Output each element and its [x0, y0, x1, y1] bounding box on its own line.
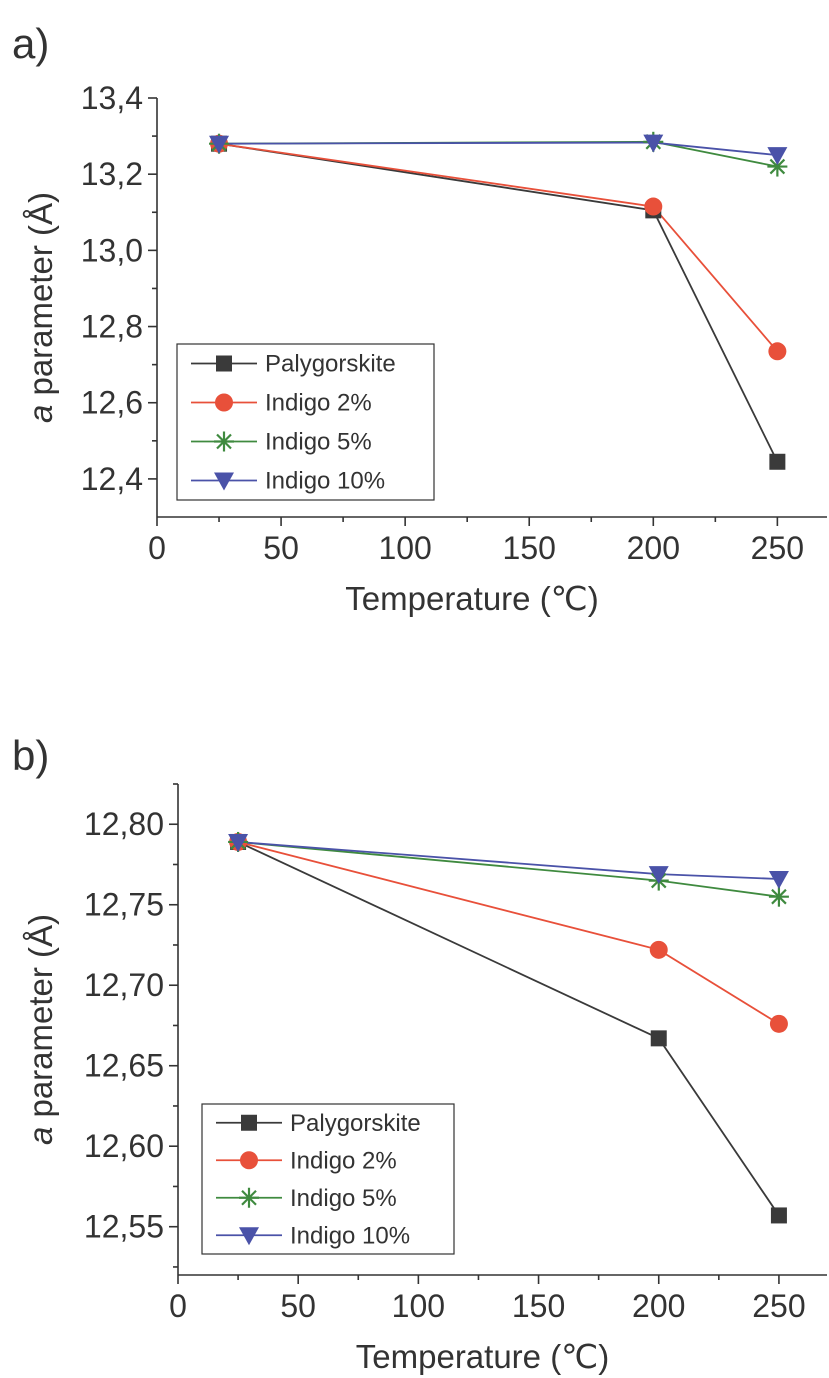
y-tick-label: 13,0 — [81, 232, 143, 268]
x-axis-title: Temperature (℃) — [356, 1338, 609, 1375]
legend-marker-asterisk — [239, 1187, 259, 1208]
data-point-square — [769, 453, 786, 470]
legend-label: Indigo 2% — [290, 1147, 397, 1174]
legend-label: Indigo 10% — [265, 468, 385, 495]
series-line-3 — [238, 841, 779, 880]
legend-marker-circle — [215, 393, 233, 412]
legend: Palygorskite Indigo 2% Indigo 5% Indigo 10% — [176, 343, 435, 501]
y-tick-label: 12,55 — [84, 1209, 164, 1245]
panel-label-b: b) — [12, 732, 49, 779]
y-tick-label: 12,60 — [84, 1128, 164, 1164]
panel-label-a: a) — [12, 20, 49, 67]
data-point-triangle-down — [768, 870, 789, 889]
y-tick-label: 12,4 — [81, 461, 143, 497]
series-line-2 — [238, 841, 780, 898]
legend-marker-triangle-down — [239, 1227, 259, 1246]
y-tick-label: 13,2 — [81, 156, 143, 192]
legend-label: Indigo 5% — [265, 429, 372, 456]
x-tick-label: 50 — [263, 530, 299, 566]
y-tick-label: 13,4 — [81, 80, 143, 116]
y-tick-label: 12,70 — [84, 967, 164, 1003]
data-point-square — [650, 1030, 667, 1047]
y-axis-title: a parameter (Å) — [22, 192, 59, 423]
data-point-triangle-down — [648, 866, 669, 885]
data-point-asterisk — [768, 886, 789, 907]
data-point-triangle-down — [643, 134, 664, 153]
x-tick-label: 0 — [169, 1288, 187, 1324]
legend-label: Indigo 5% — [290, 1185, 397, 1212]
y-axis-title-rest: parameter (Å) — [22, 192, 59, 405]
x-tick-label: 200 — [632, 1288, 685, 1324]
data-point-circle — [644, 197, 663, 216]
legend-label: Indigo 2% — [265, 390, 372, 417]
y-axis-title-italic: a — [22, 1127, 59, 1145]
legend-marker-circle — [240, 1151, 258, 1170]
series-line-2 — [219, 140, 778, 168]
x-tick-label: 150 — [503, 530, 556, 566]
x-tick-label: 200 — [627, 530, 680, 566]
data-point-square — [770, 1207, 787, 1224]
y-tick-label: 12,80 — [84, 806, 164, 842]
legend-marker-square — [216, 355, 232, 372]
x-tick-label: 50 — [280, 1288, 316, 1324]
x-axis-title: Temperature (℃) — [345, 580, 598, 617]
series-line-1 — [218, 142, 779, 352]
data-point-triangle-down — [767, 147, 788, 166]
x-tick-label: 250 — [752, 1288, 805, 1324]
data-point-triangle-down — [209, 135, 230, 154]
legend-label: Palygorskite — [290, 1110, 421, 1137]
legend-label: Indigo 10% — [290, 1222, 410, 1249]
data-point-circle — [649, 940, 668, 959]
legend-marker-square — [241, 1114, 257, 1131]
y-tick-label: 12,8 — [81, 309, 143, 345]
chart-panel-a: a) 0 50 100 150 200 250 12,4 12,6 12,8 13,0 13,2 13,… — [12, 20, 827, 617]
y-axis-title: a parameter (Å) — [22, 914, 59, 1145]
y-tick-label: 12,75 — [84, 887, 164, 923]
legend: Palygorskite Indigo 2% Indigo 5% Indigo 10% — [201, 1103, 455, 1255]
data-point-triangle-down — [228, 833, 249, 852]
legend-marker-triangle-down — [214, 472, 234, 491]
series-line-1 — [237, 841, 780, 1025]
x-tick-label: 100 — [378, 530, 431, 566]
data-point-circle — [769, 1014, 788, 1033]
y-tick-label: 12,6 — [81, 385, 143, 421]
chart-panel-b: b) 0 50 100 150 200 250 12,55 12,60 12,65 12,70 12,… — [12, 732, 827, 1375]
y-tick-label: 12,65 — [84, 1048, 164, 1084]
legend-label: Palygorskite — [265, 351, 396, 378]
data-point-circle — [768, 342, 787, 361]
x-tick-label: 250 — [751, 530, 804, 566]
y-axis-title-rest: parameter (Å) — [22, 914, 59, 1127]
x-tick-label: 100 — [392, 1288, 445, 1324]
series-line-3 — [219, 141, 778, 157]
x-tick-label: 150 — [512, 1288, 565, 1324]
x-tick-label: 0 — [148, 530, 166, 566]
legend-marker-asterisk — [214, 431, 234, 452]
y-axis-title-italic: a — [22, 405, 59, 423]
